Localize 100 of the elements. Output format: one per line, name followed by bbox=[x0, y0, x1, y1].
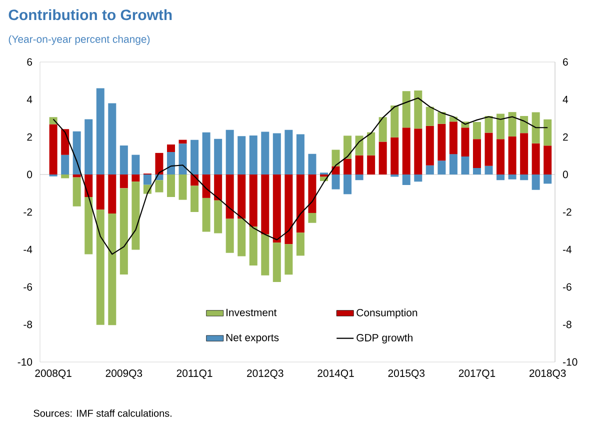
bar bbox=[296, 134, 304, 174]
y-tick-label: -8 bbox=[563, 320, 572, 328]
bar bbox=[378, 117, 387, 142]
y-tick-label: -10 bbox=[563, 358, 578, 366]
bar bbox=[226, 218, 234, 253]
bar bbox=[72, 174, 81, 178]
bar bbox=[261, 132, 270, 174]
bar bbox=[308, 174, 316, 213]
bar bbox=[390, 137, 399, 174]
bar bbox=[308, 154, 316, 174]
bar bbox=[190, 140, 199, 174]
bar bbox=[143, 174, 152, 185]
y-tick-label: 6 bbox=[563, 58, 568, 66]
y-tick-label: -2 bbox=[563, 208, 572, 216]
bar bbox=[438, 112, 446, 124]
bar bbox=[84, 197, 93, 254]
legend-label: Consumption bbox=[356, 308, 418, 318]
bar bbox=[178, 144, 187, 174]
bar bbox=[520, 116, 528, 134]
x-tick-label: 2014Q1 bbox=[318, 370, 354, 379]
bar bbox=[120, 188, 128, 274]
bar bbox=[544, 119, 552, 146]
bar bbox=[484, 116, 493, 133]
bar bbox=[461, 128, 470, 156]
bar bbox=[402, 91, 410, 128]
bar bbox=[532, 143, 540, 174]
bar bbox=[261, 234, 270, 276]
bar bbox=[508, 136, 516, 174]
bar bbox=[132, 174, 140, 182]
x-tick-label: 2015Q3 bbox=[388, 370, 425, 379]
bar bbox=[214, 200, 222, 234]
bar bbox=[72, 131, 81, 174]
bar bbox=[202, 198, 210, 232]
x-tick-label: 2012Q3 bbox=[247, 370, 284, 379]
bar bbox=[190, 186, 199, 212]
bar bbox=[332, 150, 340, 166]
bar bbox=[96, 174, 104, 210]
bar bbox=[378, 142, 387, 174]
bar bbox=[367, 132, 376, 156]
bar bbox=[120, 174, 128, 188]
bar bbox=[272, 174, 281, 243]
bar bbox=[308, 212, 316, 223]
bar bbox=[544, 146, 552, 174]
x-tick-label: 2011Q1 bbox=[176, 370, 212, 379]
bar bbox=[61, 129, 70, 155]
bar bbox=[520, 174, 528, 180]
y-tick-label: 4 bbox=[562, 96, 568, 104]
y-tick-label: 0 bbox=[562, 170, 568, 178]
bar bbox=[532, 174, 540, 190]
line-series bbox=[52, 97, 548, 255]
x-tick-label: 2017Q1 bbox=[458, 370, 496, 379]
bar bbox=[272, 242, 281, 282]
bar bbox=[202, 132, 210, 174]
bar bbox=[414, 174, 422, 182]
bar bbox=[84, 174, 93, 197]
bar bbox=[296, 232, 304, 256]
bar bbox=[344, 174, 352, 194]
y2-tick-label: -6 bbox=[24, 283, 32, 291]
bar bbox=[284, 130, 293, 174]
bar bbox=[426, 165, 434, 174]
bar bbox=[249, 174, 258, 227]
bar bbox=[155, 180, 164, 192]
bar bbox=[190, 174, 199, 186]
bar bbox=[496, 114, 505, 140]
bar bbox=[438, 160, 446, 174]
y2-tick-label: 2 bbox=[27, 133, 32, 141]
bar bbox=[449, 154, 458, 174]
y2-tick-label: -4 bbox=[24, 246, 32, 254]
bar bbox=[532, 112, 540, 144]
bar bbox=[120, 145, 128, 174]
bar bbox=[496, 174, 505, 180]
bar bbox=[96, 210, 104, 325]
bar bbox=[284, 174, 293, 244]
bar bbox=[155, 152, 164, 174]
bar bbox=[332, 174, 340, 190]
legend-label: Investment bbox=[226, 308, 277, 316]
y-tick-label: -4 bbox=[563, 246, 572, 254]
bar bbox=[472, 168, 481, 174]
bar bbox=[472, 139, 481, 168]
bar bbox=[61, 154, 70, 174]
bar bbox=[508, 112, 516, 136]
bar bbox=[414, 90, 422, 129]
y2-tick-label: 6 bbox=[27, 58, 32, 66]
bar bbox=[249, 226, 258, 266]
bar bbox=[178, 174, 187, 200]
bar bbox=[296, 174, 304, 233]
bar bbox=[426, 106, 434, 126]
bar bbox=[449, 122, 458, 154]
bar bbox=[272, 133, 281, 174]
bar bbox=[238, 174, 246, 219]
bar bbox=[426, 126, 434, 166]
x-tick-label: 2018Q3 bbox=[530, 370, 566, 379]
bar bbox=[367, 155, 376, 174]
bar bbox=[344, 136, 352, 159]
bar bbox=[238, 218, 246, 256]
bar bbox=[261, 174, 270, 234]
y2-tick-label: 0 bbox=[27, 170, 32, 178]
legend-label: GDP growth bbox=[356, 334, 412, 344]
bar bbox=[214, 138, 222, 174]
bar bbox=[249, 136, 258, 174]
